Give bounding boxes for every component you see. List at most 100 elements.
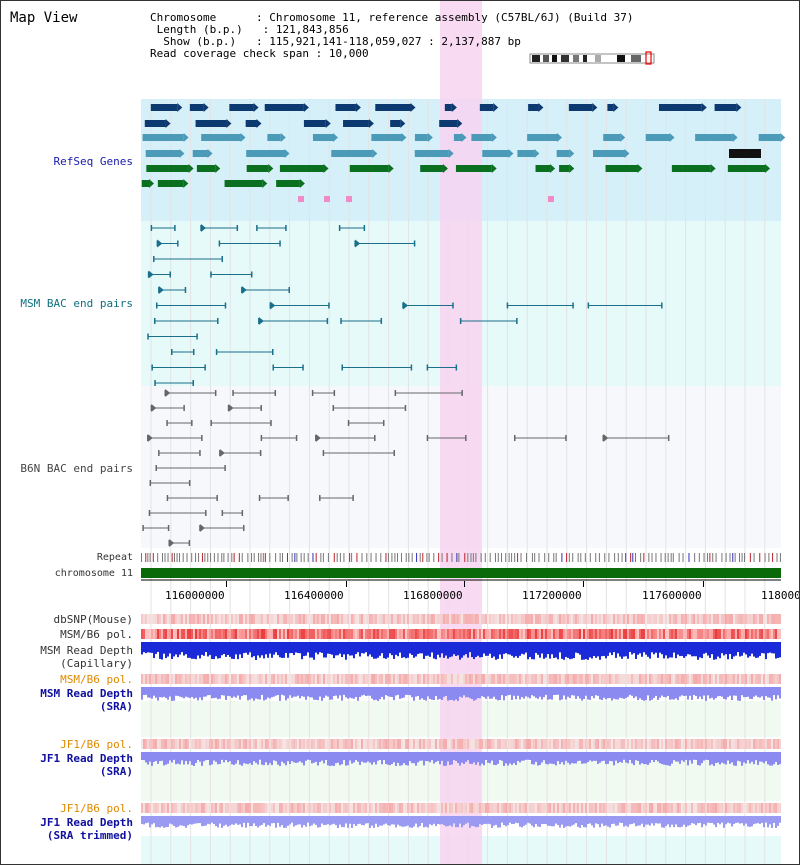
bac-end-pair[interactable] (426, 364, 458, 371)
refseq-gene-feature[interactable] (189, 103, 209, 112)
bac-end-pair[interactable] (338, 225, 366, 231)
bac-end-pair[interactable] (150, 404, 185, 412)
refseq-gene-feature[interactable] (593, 149, 630, 158)
refseq-gene-feature[interactable] (420, 164, 448, 173)
bac-end-pair[interactable] (164, 389, 217, 397)
refseq-gene-feature[interactable] (479, 103, 499, 112)
bac-end-pair[interactable] (332, 405, 407, 411)
refseq-gene-feature[interactable] (145, 149, 185, 158)
track-label-msm-depth-capillary[interactable]: MSM Read Depth (40, 644, 133, 657)
bac-end-pair[interactable] (311, 390, 336, 396)
bac-end-pair[interactable] (148, 510, 207, 516)
refseq-gene-feature[interactable] (482, 149, 514, 158)
bac-end-pair[interactable] (587, 302, 663, 309)
refseq-gene-feature[interactable] (264, 103, 309, 112)
bac-end-pair[interactable] (394, 390, 463, 396)
bac-end-pair[interactable] (513, 435, 567, 441)
track-label-msm-b6-pol[interactable]: MSM/B6 pol. (60, 628, 133, 641)
refseq-gene-feature[interactable] (150, 103, 183, 112)
bac-end-pair[interactable] (153, 256, 223, 262)
selected-region-highlight[interactable] (440, 1, 482, 864)
track-label-jf1-depth-trimmed[interactable]: JF1 Read Depth (40, 816, 133, 829)
refseq-gene-feature[interactable] (276, 179, 305, 188)
refseq-gene-feature[interactable] (528, 103, 544, 112)
refseq-gene-feature[interactable] (196, 164, 221, 173)
bac-end-pair[interactable] (218, 240, 281, 247)
refseq-gene-feature[interactable] (343, 119, 374, 128)
refseq-gene-feature[interactable] (527, 133, 563, 142)
refseq-gene-feature[interactable] (335, 103, 361, 112)
track-label-chromosome[interactable]: chromosome 11 (54, 568, 133, 579)
bac-end-pair[interactable] (315, 434, 376, 442)
refseq-gene-feature[interactable] (192, 149, 213, 158)
bac-end-pair[interactable] (459, 318, 518, 324)
bac-end-pair[interactable] (168, 539, 191, 547)
refseq-gene-feature[interactable] (439, 119, 463, 128)
track-label-msm-depth-sra[interactable]: MSM Read Depth (40, 687, 133, 700)
refseq-gene-feature[interactable] (375, 103, 416, 112)
bac-end-pair[interactable] (219, 449, 262, 457)
bac-end-pair[interactable] (232, 390, 277, 396)
bac-end-pair[interactable] (221, 510, 244, 516)
refseq-gene-feature[interactable] (142, 133, 189, 142)
track-label-dbsnp[interactable]: dbSNP(Mouse) (53, 613, 133, 626)
bac-end-pair[interactable] (241, 286, 290, 294)
track-label-b6n-bac[interactable]: B6N BAC end pairs (20, 462, 133, 475)
bac-end-pair[interactable] (354, 239, 416, 248)
bac-end-pair[interactable] (322, 450, 396, 456)
bac-end-pair[interactable] (155, 465, 226, 471)
refseq-gene-feature[interactable] (444, 103, 457, 112)
refseq-gene-feature[interactable] (645, 133, 675, 142)
refseq-gene-feature[interactable] (671, 164, 716, 173)
bac-end-pair[interactable] (347, 420, 385, 426)
bac-end-pair[interactable] (158, 286, 187, 294)
bac-end-pair[interactable] (166, 420, 193, 426)
bac-end-pair[interactable] (156, 239, 179, 248)
bac-end-pair[interactable] (258, 317, 329, 325)
track-label-refseq[interactable]: RefSeq Genes (53, 155, 133, 168)
refseq-gene-feature[interactable] (568, 103, 598, 112)
bac-end-pair[interactable] (426, 435, 467, 441)
refseq-gene-feature[interactable] (517, 149, 540, 158)
track-label-jf1-b6-pol-trimmed[interactable]: JF1/B6 pol. (60, 802, 133, 815)
bac-end-pair[interactable] (506, 302, 574, 309)
refseq-gene-feature[interactable] (414, 149, 454, 158)
bac-end-pair[interactable] (153, 318, 219, 324)
bac-end-pair[interactable] (319, 495, 354, 501)
bac-end-pair[interactable] (227, 404, 262, 412)
bac-end-pair[interactable] (147, 333, 198, 340)
bac-end-pair[interactable] (199, 524, 245, 532)
bac-end-pair[interactable] (256, 225, 287, 231)
track-label-jf1-b6-pol[interactable]: JF1/B6 pol. (60, 738, 133, 751)
refseq-gene-feature[interactable] (141, 179, 155, 188)
refseq-gene-feature[interactable] (303, 119, 331, 128)
track-label-msm-bac[interactable]: MSM BAC end pairs (20, 297, 133, 310)
refseq-gene-feature[interactable] (453, 133, 467, 142)
refseq-gene-feature[interactable] (695, 133, 738, 142)
bac-end-pair[interactable] (158, 450, 201, 456)
refseq-gene-feature[interactable] (229, 103, 259, 112)
refseq-gene-feature[interactable] (195, 119, 232, 128)
refseq-gene-feature[interactable] (279, 164, 329, 173)
refseq-gene-feature[interactable] (224, 179, 268, 188)
bac-end-pair[interactable] (142, 525, 170, 531)
bac-end-pair[interactable] (171, 349, 195, 355)
refseq-gene-feature[interactable] (414, 133, 433, 142)
bac-end-pair[interactable] (272, 364, 304, 371)
track-label-jf1-depth-sra[interactable]: JF1 Read Depth (40, 752, 133, 765)
refseq-gene-feature[interactable] (729, 149, 761, 158)
refseq-gene-feature[interactable] (559, 164, 575, 173)
bac-end-pair[interactable] (341, 364, 413, 371)
refseq-gene-feature[interactable] (157, 179, 189, 188)
refseq-gene-feature[interactable] (144, 119, 171, 128)
refseq-gene-feature[interactable] (605, 164, 643, 173)
bac-end-pair[interactable] (149, 480, 191, 486)
bac-end-pair[interactable] (150, 225, 176, 231)
chromosome-bar[interactable] (141, 568, 781, 578)
refseq-gene-feature[interactable] (331, 149, 378, 158)
refseq-gene-feature[interactable] (371, 133, 407, 142)
refseq-gene-feature[interactable] (758, 133, 786, 142)
bac-end-pair[interactable] (402, 301, 454, 310)
bac-end-pair[interactable] (258, 495, 289, 501)
